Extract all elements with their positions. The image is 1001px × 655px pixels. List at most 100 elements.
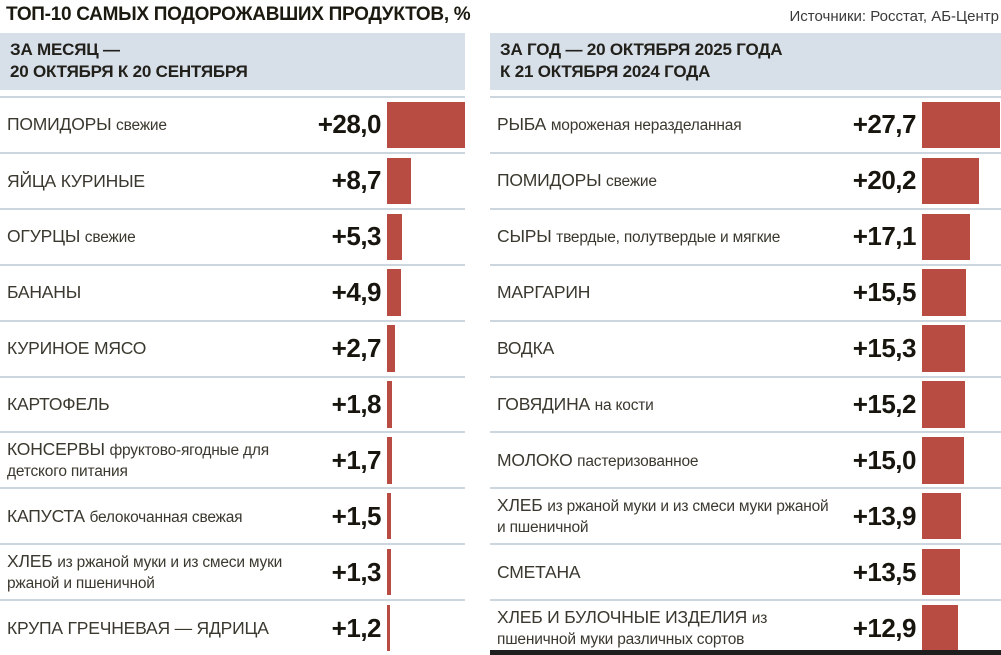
value-bar — [387, 381, 392, 428]
product-row: ЯЙЦА КУРИНЫЕ +8,7 — [0, 151, 465, 208]
bar-track — [922, 378, 1001, 432]
product-value: +27,7 — [852, 109, 917, 140]
product-name-main: ХЛЕБ И БУЛОЧНЫЕ ИЗДЕЛИЯ — [497, 606, 748, 627]
product-name-main: КУРИНОЕ МЯСО — [7, 338, 147, 359]
month-rows: ПОМИДОРЫ свежие +28,0 ЯЙЦА КУРИНЫЕ +8,7 ОГУР… — [0, 96, 465, 655]
product-row: МОЛОКО пастеризованное +15,0 — [490, 431, 1001, 487]
product-name-main: ГОВЯДИНА — [497, 393, 590, 414]
value-bar — [922, 101, 1001, 149]
product-name: ХЛЕБ И БУЛОЧНЫЕ ИЗДЕЛИЯ из пшеничной мук… — [497, 607, 834, 650]
product-value: +12,9 — [852, 612, 917, 643]
product-name: СЫРЫ твердые, полутвердые и мягкие — [497, 226, 834, 247]
bar-track — [387, 601, 465, 655]
product-name-main: ПОМИДОРЫ — [7, 114, 112, 135]
product-name: ОГУРЦЫ свежие — [7, 226, 299, 247]
product-name: КАРТОФЕЛЬ — [7, 394, 299, 415]
product-name: ВОДКА — [497, 338, 834, 359]
product-name-main: СЫРЫ — [497, 226, 552, 247]
bar-track — [922, 210, 1001, 264]
product-name: ЯЙЦА КУРИНЫЕ — [7, 171, 299, 192]
bar-track — [922, 433, 1001, 487]
product-name-main: КОНСЕРВЫ — [7, 439, 105, 460]
product-name: МОЛОКО пастеризованное — [497, 450, 834, 471]
product-value: +1,3 — [331, 556, 382, 587]
product-row: ПОМИДОРЫ свежие +28,0 — [0, 96, 465, 152]
bar-track — [922, 322, 1001, 376]
value-bar — [922, 213, 971, 260]
product-name-main: ОГУРЦЫ — [7, 226, 81, 247]
product-value: +17,1 — [852, 221, 917, 252]
bar-track — [387, 210, 465, 264]
product-value: +13,5 — [852, 556, 917, 587]
value-bar — [922, 325, 966, 372]
product-name-main: ВОДКА — [497, 338, 555, 359]
product-value: +20,2 — [852, 165, 917, 196]
product-row: КРУПА ГРЕЧНЕВАЯ — ЯДРИЦА +1,2 — [0, 599, 465, 655]
product-value: +8,7 — [331, 165, 382, 196]
header-line-2: К 21 ОКТЯБРЯ 2024 ГОДА — [500, 62, 711, 82]
product-name: РЫБА мороженая неразделанная — [497, 114, 834, 135]
product-value: +2,7 — [331, 333, 382, 364]
product-name-main: КАПУСТА — [7, 505, 85, 526]
product-row: КАРТОФЕЛЬ +1,8 — [0, 375, 465, 432]
month-column: ЗА МЕСЯЦ — 20 ОКТЯБРЯ К 20 СЕНТЯБРЯ ПОМИ… — [0, 33, 465, 655]
product-name-main: КРУПА ГРЕЧНЕВАЯ — ЯДРИЦА — [7, 617, 269, 638]
product-row: ХЛЕБ И БУЛОЧНЫЕ ИЗДЕЛИЯ из пшеничной мук… — [490, 599, 1001, 655]
product-name: СМЕТАНА — [497, 562, 834, 583]
product-row: БАНАНЫ +4,9 — [0, 263, 465, 320]
product-row: КОНСЕРВЫ фруктово-ягодные для детского п… — [0, 431, 465, 487]
product-value: +28,0 — [317, 109, 382, 140]
product-name: КОНСЕРВЫ фруктово-ягодные для детского п… — [7, 439, 299, 482]
value-bar — [387, 101, 465, 149]
product-value: +15,0 — [852, 444, 917, 475]
bar-track — [387, 489, 465, 543]
product-row: ПОМИДОРЫ свежие +20,2 — [490, 151, 1001, 208]
bar-track — [922, 266, 1001, 320]
product-name-descriptor: свежие — [84, 229, 136, 247]
product-name-main: ПОМИДОРЫ — [497, 170, 602, 191]
product-name: КУРИНОЕ МЯСО — [7, 338, 299, 359]
product-name-main: РЫБА — [497, 114, 547, 135]
product-name-descriptor: из ржаной муки и из смеси муки ржаной и … — [497, 498, 829, 537]
product-name-descriptor: пастеризованное — [577, 452, 699, 470]
product-value: +1,8 — [331, 388, 382, 419]
product-row: ОГУРЦЫ свежие +5,3 — [0, 207, 465, 264]
product-name-descriptor: на кости — [594, 396, 654, 414]
bar-track — [922, 154, 1001, 208]
bar-track — [922, 545, 1001, 599]
product-value: +15,2 — [852, 388, 917, 419]
bar-track — [387, 433, 465, 487]
product-row: КУРИНОЕ МЯСО +2,7 — [0, 319, 465, 376]
product-name-main: СМЕТАНА — [497, 561, 581, 582]
product-name-descriptor: свежие — [116, 117, 167, 135]
bar-track — [387, 378, 465, 432]
product-name: КАПУСТА белокочанная свежая — [7, 506, 299, 527]
bar-track — [387, 322, 465, 376]
product-name-descriptor: из ржаной муки и из смеси муки ржаной и … — [7, 553, 283, 593]
product-name-descriptor: фруктово-ягодные для детского питания — [7, 442, 269, 481]
product-row: МАРГАРИН +15,5 — [490, 263, 1001, 320]
value-bar — [387, 604, 391, 652]
product-name-descriptor: свежие — [606, 173, 657, 191]
product-row: ХЛЕБ из ржаной муки и из смеси муки ржан… — [0, 543, 465, 599]
product-row: РЫБА мороженая неразделанная +27,7 — [490, 96, 1001, 152]
product-row: СМЕТАНА +13,5 — [490, 543, 1001, 599]
bar-track — [922, 601, 1001, 655]
product-value: +1,5 — [331, 500, 382, 531]
value-bar — [922, 269, 966, 316]
product-value: +13,9 — [852, 500, 917, 531]
value-bar — [387, 325, 395, 372]
value-bar — [387, 549, 391, 596]
product-value: +4,9 — [331, 277, 382, 308]
value-bar — [387, 437, 392, 484]
year-column: ЗА ГОД — 20 ОКТЯБРЯ 2025 ГОДА К 21 ОКТЯБ… — [490, 33, 1001, 655]
product-name: БАНАНЫ — [7, 282, 299, 303]
product-name: ХЛЕБ из ржаной муки и из смеси муки ржан… — [7, 551, 299, 594]
product-name-main: МАРГАРИН — [497, 282, 591, 303]
value-bar — [922, 604, 959, 652]
value-bar — [922, 157, 979, 205]
year-rows: РЫБА мороженая неразделанная +27,7 ПОМИДОР… — [490, 96, 1001, 655]
bar-track — [387, 154, 465, 208]
product-row: СЫРЫ твердые, полутвердые и мягкие +17,1 — [490, 207, 1001, 264]
product-name-descriptor: из пшеничной муки различных сортов — [497, 609, 768, 649]
